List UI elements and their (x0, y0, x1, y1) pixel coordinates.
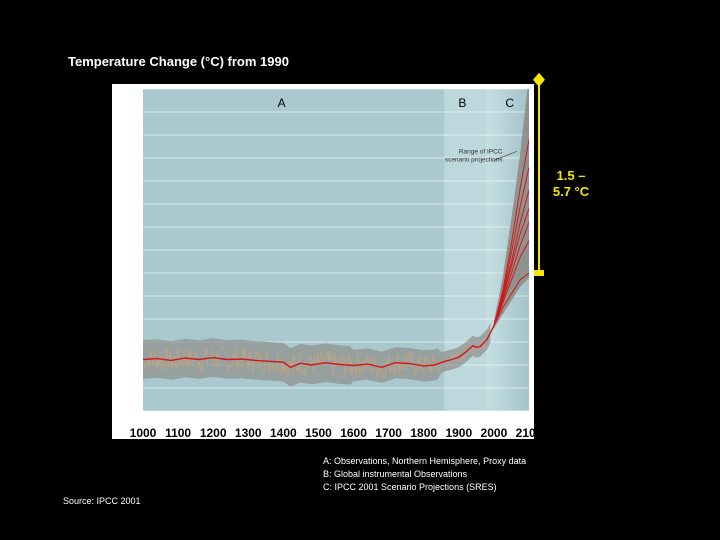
x-tick-label: 1100 (165, 426, 191, 440)
y-tick-label: 2.5 (122, 220, 139, 234)
range-label-line2: 5.7 °C (552, 184, 590, 199)
y-tick-label: 5 (132, 105, 139, 119)
range-label: 1.5 – 5.7 °C (546, 168, 596, 200)
x-tick-label: 1900 (445, 426, 472, 440)
y-tick-label: -1 (128, 381, 139, 395)
legend-item-c: C: IPCC 2001 Scenario Projections (SRES) (323, 482, 497, 492)
proxy-data-line (143, 340, 487, 380)
legend-item-a: A: Observations, Northern Hemisphere, Pr… (323, 456, 527, 466)
x-tick-label: 1700 (375, 426, 402, 440)
x-tick-label: 1300 (235, 426, 262, 440)
y-tick-label: 1.5 (122, 266, 139, 280)
x-tick-label: 1000 (130, 426, 157, 440)
y-tick-label: 0 (132, 335, 139, 349)
y-tick-label: 4.5 (122, 128, 139, 142)
y-tick-label: -0.5 (118, 358, 139, 372)
region-label-b: B (458, 96, 466, 110)
x-tick-label: 1600 (340, 426, 367, 440)
range-cap-bottom (534, 270, 544, 276)
projection-envelope (493, 89, 529, 329)
observed-series-line (143, 325, 495, 369)
uncertainty-band (143, 322, 491, 387)
range-diamond-top (533, 72, 545, 87)
annotation-line-1: Range of IPCC (459, 148, 503, 155)
x-tick-label: 1200 (200, 426, 227, 440)
x-tick-label: 1400 (270, 426, 297, 440)
y-tick-label: -1.5 (118, 404, 139, 418)
y-tick-label: 1 (132, 289, 139, 303)
projection-line-7 (493, 139, 529, 327)
annotation-pointer (493, 151, 517, 161)
range-label-line1: 1.5 – (556, 168, 586, 183)
region-label-c: C (505, 96, 514, 110)
projection-line-1 (493, 272, 529, 327)
chart-title: Temperature Change (°C) from 1990 (68, 54, 289, 69)
y-tick-label: 4 (132, 151, 139, 165)
legend-item-b: B: Global instrumental Observations (323, 469, 468, 479)
legend: A: Observations, Northern Hemisphere, Pr… (323, 455, 526, 494)
y-tick-label: 3.5 (122, 174, 139, 188)
x-tick-label: 1500 (305, 426, 332, 440)
y-tick-label: 0.5 (122, 312, 139, 326)
x-tick-label: 2000 (481, 426, 508, 440)
x-tick-label: 1800 (410, 426, 437, 440)
x-tick-label: 2100 (516, 426, 543, 440)
annotation-line-2: scenario projections (445, 156, 504, 163)
y-tick-label: 2 (132, 243, 139, 257)
y-tick-label: 3 (132, 197, 139, 211)
y-tick-label: 5.5 (122, 82, 139, 96)
region-label-a: A (278, 96, 286, 110)
source-note: Source: IPCC 2001 (63, 496, 141, 506)
projection-line-2 (493, 240, 529, 327)
